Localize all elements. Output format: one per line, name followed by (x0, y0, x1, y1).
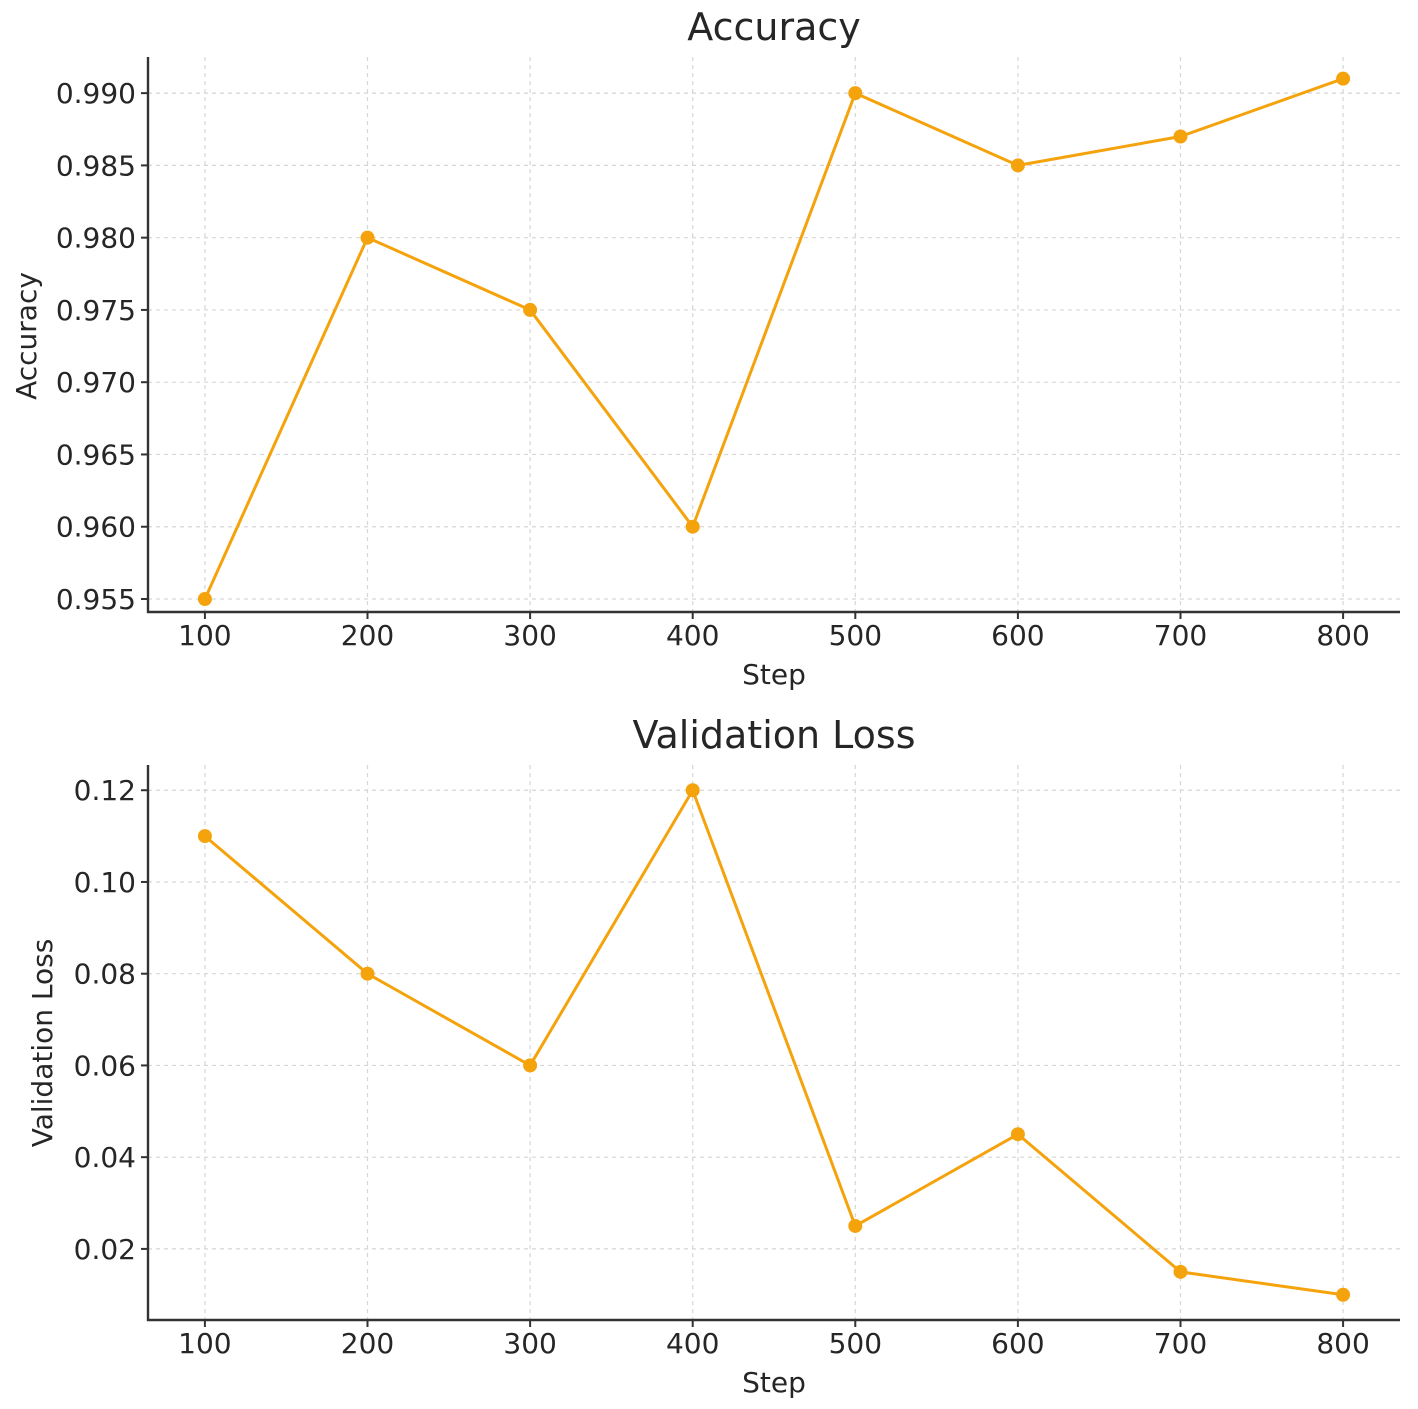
x-tick-label: 500 (829, 619, 882, 652)
data-point (1336, 1287, 1351, 1302)
data-point (1173, 129, 1188, 144)
axis-spine (146, 765, 1400, 1322)
ticks: 100 200 300 400 500 600 700 800 0.955 0.960 0.965 0… (56, 77, 1370, 652)
y-tick-label: 0.970 (56, 366, 136, 399)
data-point (360, 230, 375, 245)
x-tick-label: 400 (666, 1327, 719, 1360)
data-point (685, 519, 700, 534)
chart-title: Accuracy (687, 5, 861, 49)
y-tick-label: 0.990 (56, 77, 136, 110)
data-point (848, 1218, 863, 1233)
data-point (360, 966, 375, 981)
data-point (523, 302, 538, 317)
y-tick-label: 0.985 (56, 149, 136, 182)
data-point (1010, 1127, 1025, 1142)
data-point (1336, 71, 1351, 86)
data-point (1010, 158, 1025, 173)
y-tick-label: 0.960 (56, 511, 136, 544)
x-axis-label: Step (742, 658, 806, 691)
x-tick-label: 200 (341, 619, 394, 652)
chart-title: Validation Loss (632, 713, 915, 757)
y-tick-label: 0.10 (74, 866, 136, 899)
series-line (203, 788, 1344, 1297)
x-tick-label: 300 (503, 1327, 556, 1360)
axis-spine (146, 57, 1400, 614)
x-axis-label: Step (742, 1366, 806, 1399)
validation-loss-chart: Validation Loss Step Validation Loss 100… (26, 713, 1400, 1399)
data-point (685, 783, 700, 798)
x-tick-label: 500 (829, 1327, 882, 1360)
y-tick-label: 0.08 (74, 958, 136, 991)
x-tick-label: 100 (178, 619, 231, 652)
data-point (197, 591, 212, 606)
grid (148, 57, 1400, 612)
accuracy-chart: Accuracy Step Accuracy 100 200 300 400 500 60… (10, 5, 1400, 691)
series-line (203, 77, 1344, 600)
y-tick-label: 0.04 (74, 1141, 136, 1174)
x-tick-label: 800 (1316, 619, 1369, 652)
y-axis-label: Validation Loss (26, 939, 59, 1148)
y-axis-label: Accuracy (10, 272, 43, 400)
series (197, 71, 1351, 606)
data-point (848, 86, 863, 101)
y-tick-label: 0.980 (56, 222, 136, 255)
data-point (1173, 1264, 1188, 1279)
x-tick-label: 800 (1316, 1327, 1369, 1360)
y-tick-label: 0.12 (74, 774, 136, 807)
data-point (197, 829, 212, 844)
data-point (523, 1058, 538, 1073)
x-tick-label: 700 (1154, 619, 1207, 652)
series (197, 783, 1351, 1302)
x-tick-label: 100 (178, 1327, 231, 1360)
ticks: 100 200 300 400 500 600 700 800 0.02 0.04 0.06 0.08… (74, 774, 1370, 1360)
grid (148, 765, 1400, 1320)
x-tick-label: 600 (991, 619, 1044, 652)
x-tick-label: 300 (503, 619, 556, 652)
y-tick-label: 0.965 (56, 438, 136, 471)
y-tick-label: 0.955 (56, 583, 136, 616)
y-tick-label: 0.975 (56, 294, 136, 327)
y-tick-label: 0.02 (74, 1233, 136, 1266)
x-tick-label: 400 (666, 619, 719, 652)
x-tick-label: 200 (341, 1327, 394, 1360)
x-tick-label: 700 (1154, 1327, 1207, 1360)
y-tick-label: 0.06 (74, 1049, 136, 1082)
x-tick-label: 600 (991, 1327, 1044, 1360)
